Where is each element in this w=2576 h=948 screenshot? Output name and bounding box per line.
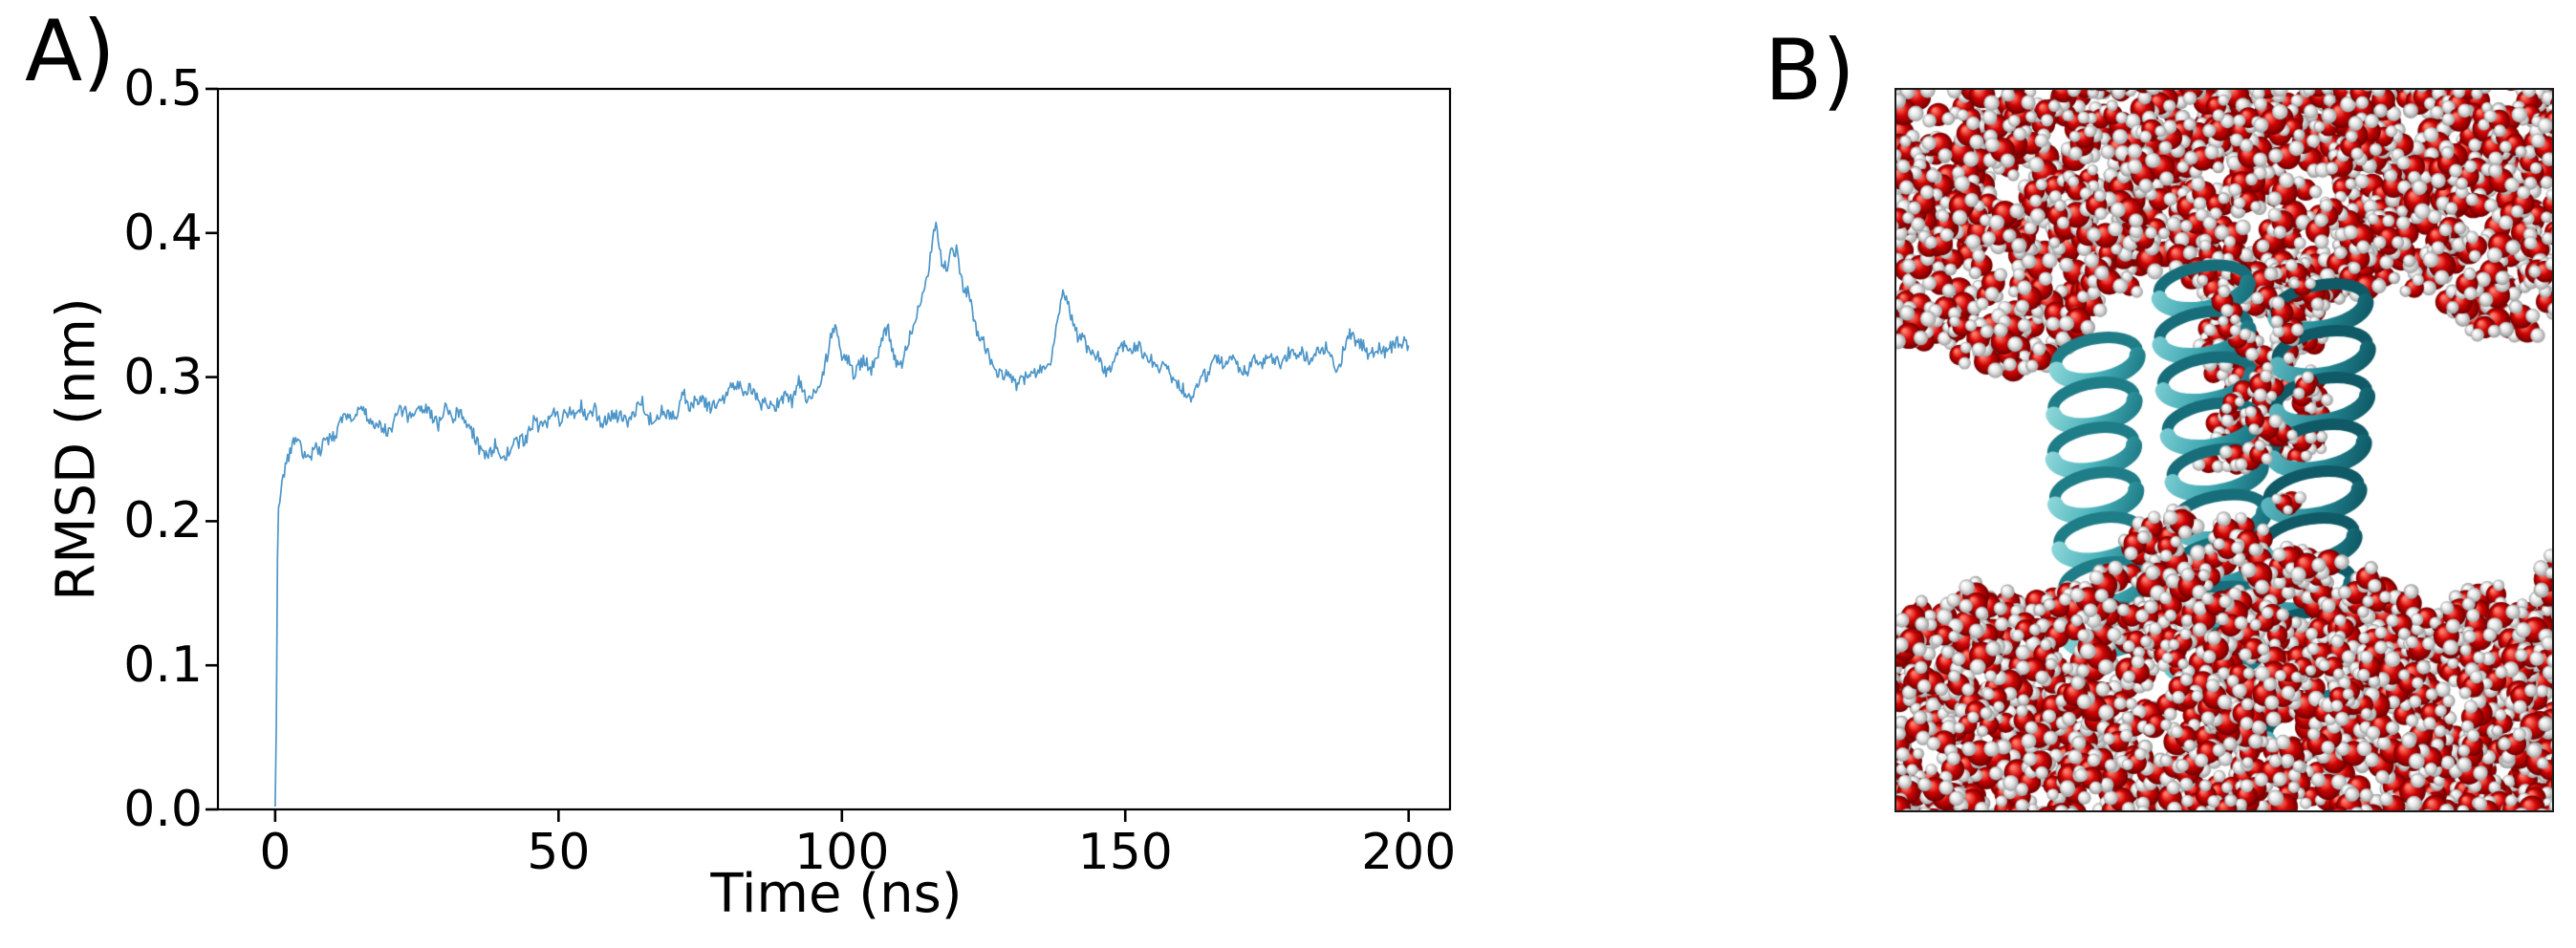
x-tick-label: 0 [259,824,292,881]
x-tick-label: 100 [794,824,890,881]
md-snapshot-canvas [1896,90,2552,810]
panel-a-label: A) [25,2,116,100]
x-tick-label: 200 [1361,824,1457,881]
rmsd-series-line [274,221,1410,808]
y-tick-label: 0.0 [123,781,203,838]
x-axis-label: Time (ns) [710,863,963,925]
y-tick-label: 0.3 [123,348,203,406]
x-tick-label: 150 [1077,824,1173,881]
y-tick-label: 0.5 [123,60,203,118]
x-tick-label: 50 [527,824,591,881]
rmsd-trace [274,221,1410,808]
y-tick-label: 0.1 [123,636,203,695]
y-tick-label: 0.4 [123,204,203,262]
axis-tick-marks [206,87,1411,822]
plot-border [216,87,1452,811]
panel-b-label: B) [1764,21,1855,119]
y-axis-label: RMSD (nm) [45,297,108,601]
md-simulation-snapshot [1894,88,2554,812]
y-tick-label: 0.2 [123,492,203,550]
